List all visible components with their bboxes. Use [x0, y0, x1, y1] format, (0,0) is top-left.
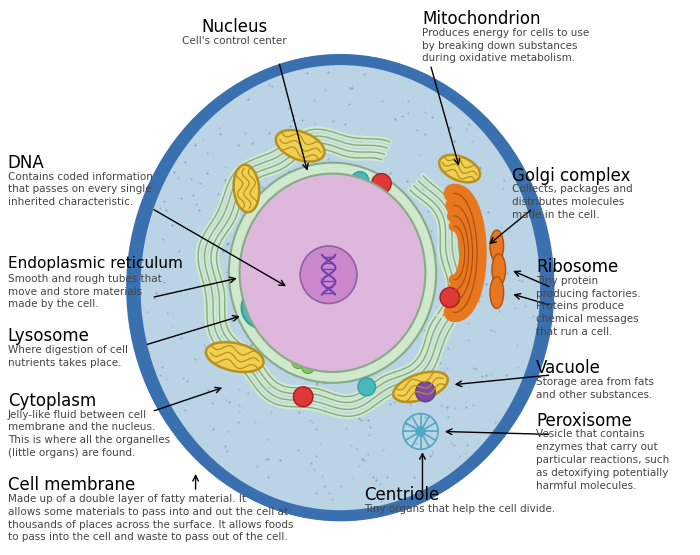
Text: Cytoplasm: Cytoplasm — [8, 392, 96, 410]
Ellipse shape — [277, 296, 290, 309]
Ellipse shape — [358, 378, 375, 396]
Ellipse shape — [342, 349, 354, 361]
Text: Storage area from fats
and other substances.: Storage area from fats and other substan… — [536, 377, 654, 400]
Ellipse shape — [277, 306, 290, 319]
Ellipse shape — [416, 382, 435, 402]
Ellipse shape — [270, 316, 282, 329]
Text: Centriole: Centriole — [364, 486, 439, 504]
Ellipse shape — [416, 427, 425, 436]
Text: Jelly-like fluid between cell
membrane and the nucleus.
This is where all the or: Jelly-like fluid between cell membrane a… — [8, 410, 170, 458]
Ellipse shape — [292, 356, 304, 369]
Ellipse shape — [440, 287, 460, 307]
Text: Collects, packages and
distributes molecules
made in the cell.: Collects, packages and distributes molec… — [512, 184, 633, 220]
Ellipse shape — [126, 54, 554, 521]
Ellipse shape — [334, 346, 346, 359]
Ellipse shape — [241, 286, 283, 329]
Text: Made up of a double layer of fatty material. It
allows some materials to pass in: Made up of a double layer of fatty mater… — [8, 494, 293, 542]
Ellipse shape — [297, 346, 309, 359]
Ellipse shape — [490, 277, 503, 309]
Ellipse shape — [393, 372, 448, 402]
Ellipse shape — [490, 230, 503, 262]
Ellipse shape — [293, 387, 313, 407]
Text: Mitochondrion: Mitochondrion — [423, 10, 541, 28]
Text: Tiny protein
producing factories.
Proteins produce
chemical messages
that run a : Tiny protein producing factories. Protei… — [536, 276, 640, 337]
Ellipse shape — [293, 180, 313, 200]
Ellipse shape — [272, 331, 285, 344]
Text: Cell's control center: Cell's control center — [183, 36, 287, 46]
Ellipse shape — [285, 321, 298, 334]
Ellipse shape — [372, 174, 391, 193]
Text: Tiny organs that help the cell divide.: Tiny organs that help the cell divide. — [364, 504, 555, 514]
Text: Vacuole: Vacuole — [536, 359, 601, 377]
Text: Produces energy for cells to use
by breaking down substances
during oxidative me: Produces energy for cells to use by brea… — [423, 28, 589, 63]
Text: DNA: DNA — [8, 154, 45, 171]
Ellipse shape — [326, 351, 339, 364]
Ellipse shape — [276, 130, 325, 162]
Text: Ribosome: Ribosome — [536, 258, 618, 276]
Ellipse shape — [348, 342, 360, 356]
Ellipse shape — [351, 171, 369, 189]
Text: Smooth and rough tubes that
move and store materials
made by the cell.: Smooth and rough tubes that move and sto… — [8, 274, 162, 309]
Text: Lysosome: Lysosome — [8, 327, 90, 345]
Ellipse shape — [135, 59, 546, 516]
Ellipse shape — [363, 342, 376, 356]
Text: Vesicle that contains
enzymes that carry out
particular reactions, such
as detox: Vesicle that contains enzymes that carry… — [536, 430, 669, 491]
Text: Cell membrane: Cell membrane — [8, 476, 135, 494]
Text: Peroxisome: Peroxisome — [536, 412, 631, 430]
Ellipse shape — [371, 346, 384, 359]
Ellipse shape — [492, 254, 505, 286]
Ellipse shape — [229, 163, 436, 383]
Text: Endoplasmic reticulum: Endoplasmic reticulum — [8, 256, 183, 271]
Text: Where digestion of cell
nutrients takes place.: Where digestion of cell nutrients takes … — [8, 345, 128, 368]
Ellipse shape — [234, 165, 259, 212]
Ellipse shape — [287, 341, 300, 354]
Ellipse shape — [439, 155, 480, 183]
Ellipse shape — [206, 342, 263, 372]
Ellipse shape — [300, 246, 357, 304]
Ellipse shape — [307, 351, 319, 364]
Ellipse shape — [356, 346, 368, 359]
Text: Nucleus: Nucleus — [202, 18, 268, 36]
Ellipse shape — [316, 346, 329, 359]
Text: Contains coded information
that passes on every single
inherited characteristic.: Contains coded information that passes o… — [8, 171, 153, 207]
Ellipse shape — [302, 361, 314, 374]
Text: Golgi complex: Golgi complex — [512, 166, 631, 185]
Ellipse shape — [239, 174, 426, 372]
